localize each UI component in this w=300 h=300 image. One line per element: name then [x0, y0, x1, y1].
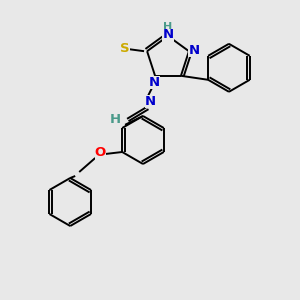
- Text: S: S: [120, 42, 130, 55]
- Text: N: N: [148, 76, 160, 89]
- Text: N: N: [145, 95, 156, 108]
- Text: H: H: [110, 113, 121, 126]
- Text: H: H: [164, 22, 172, 32]
- Text: N: N: [188, 44, 200, 57]
- Text: N: N: [162, 28, 174, 41]
- Text: O: O: [94, 146, 106, 160]
